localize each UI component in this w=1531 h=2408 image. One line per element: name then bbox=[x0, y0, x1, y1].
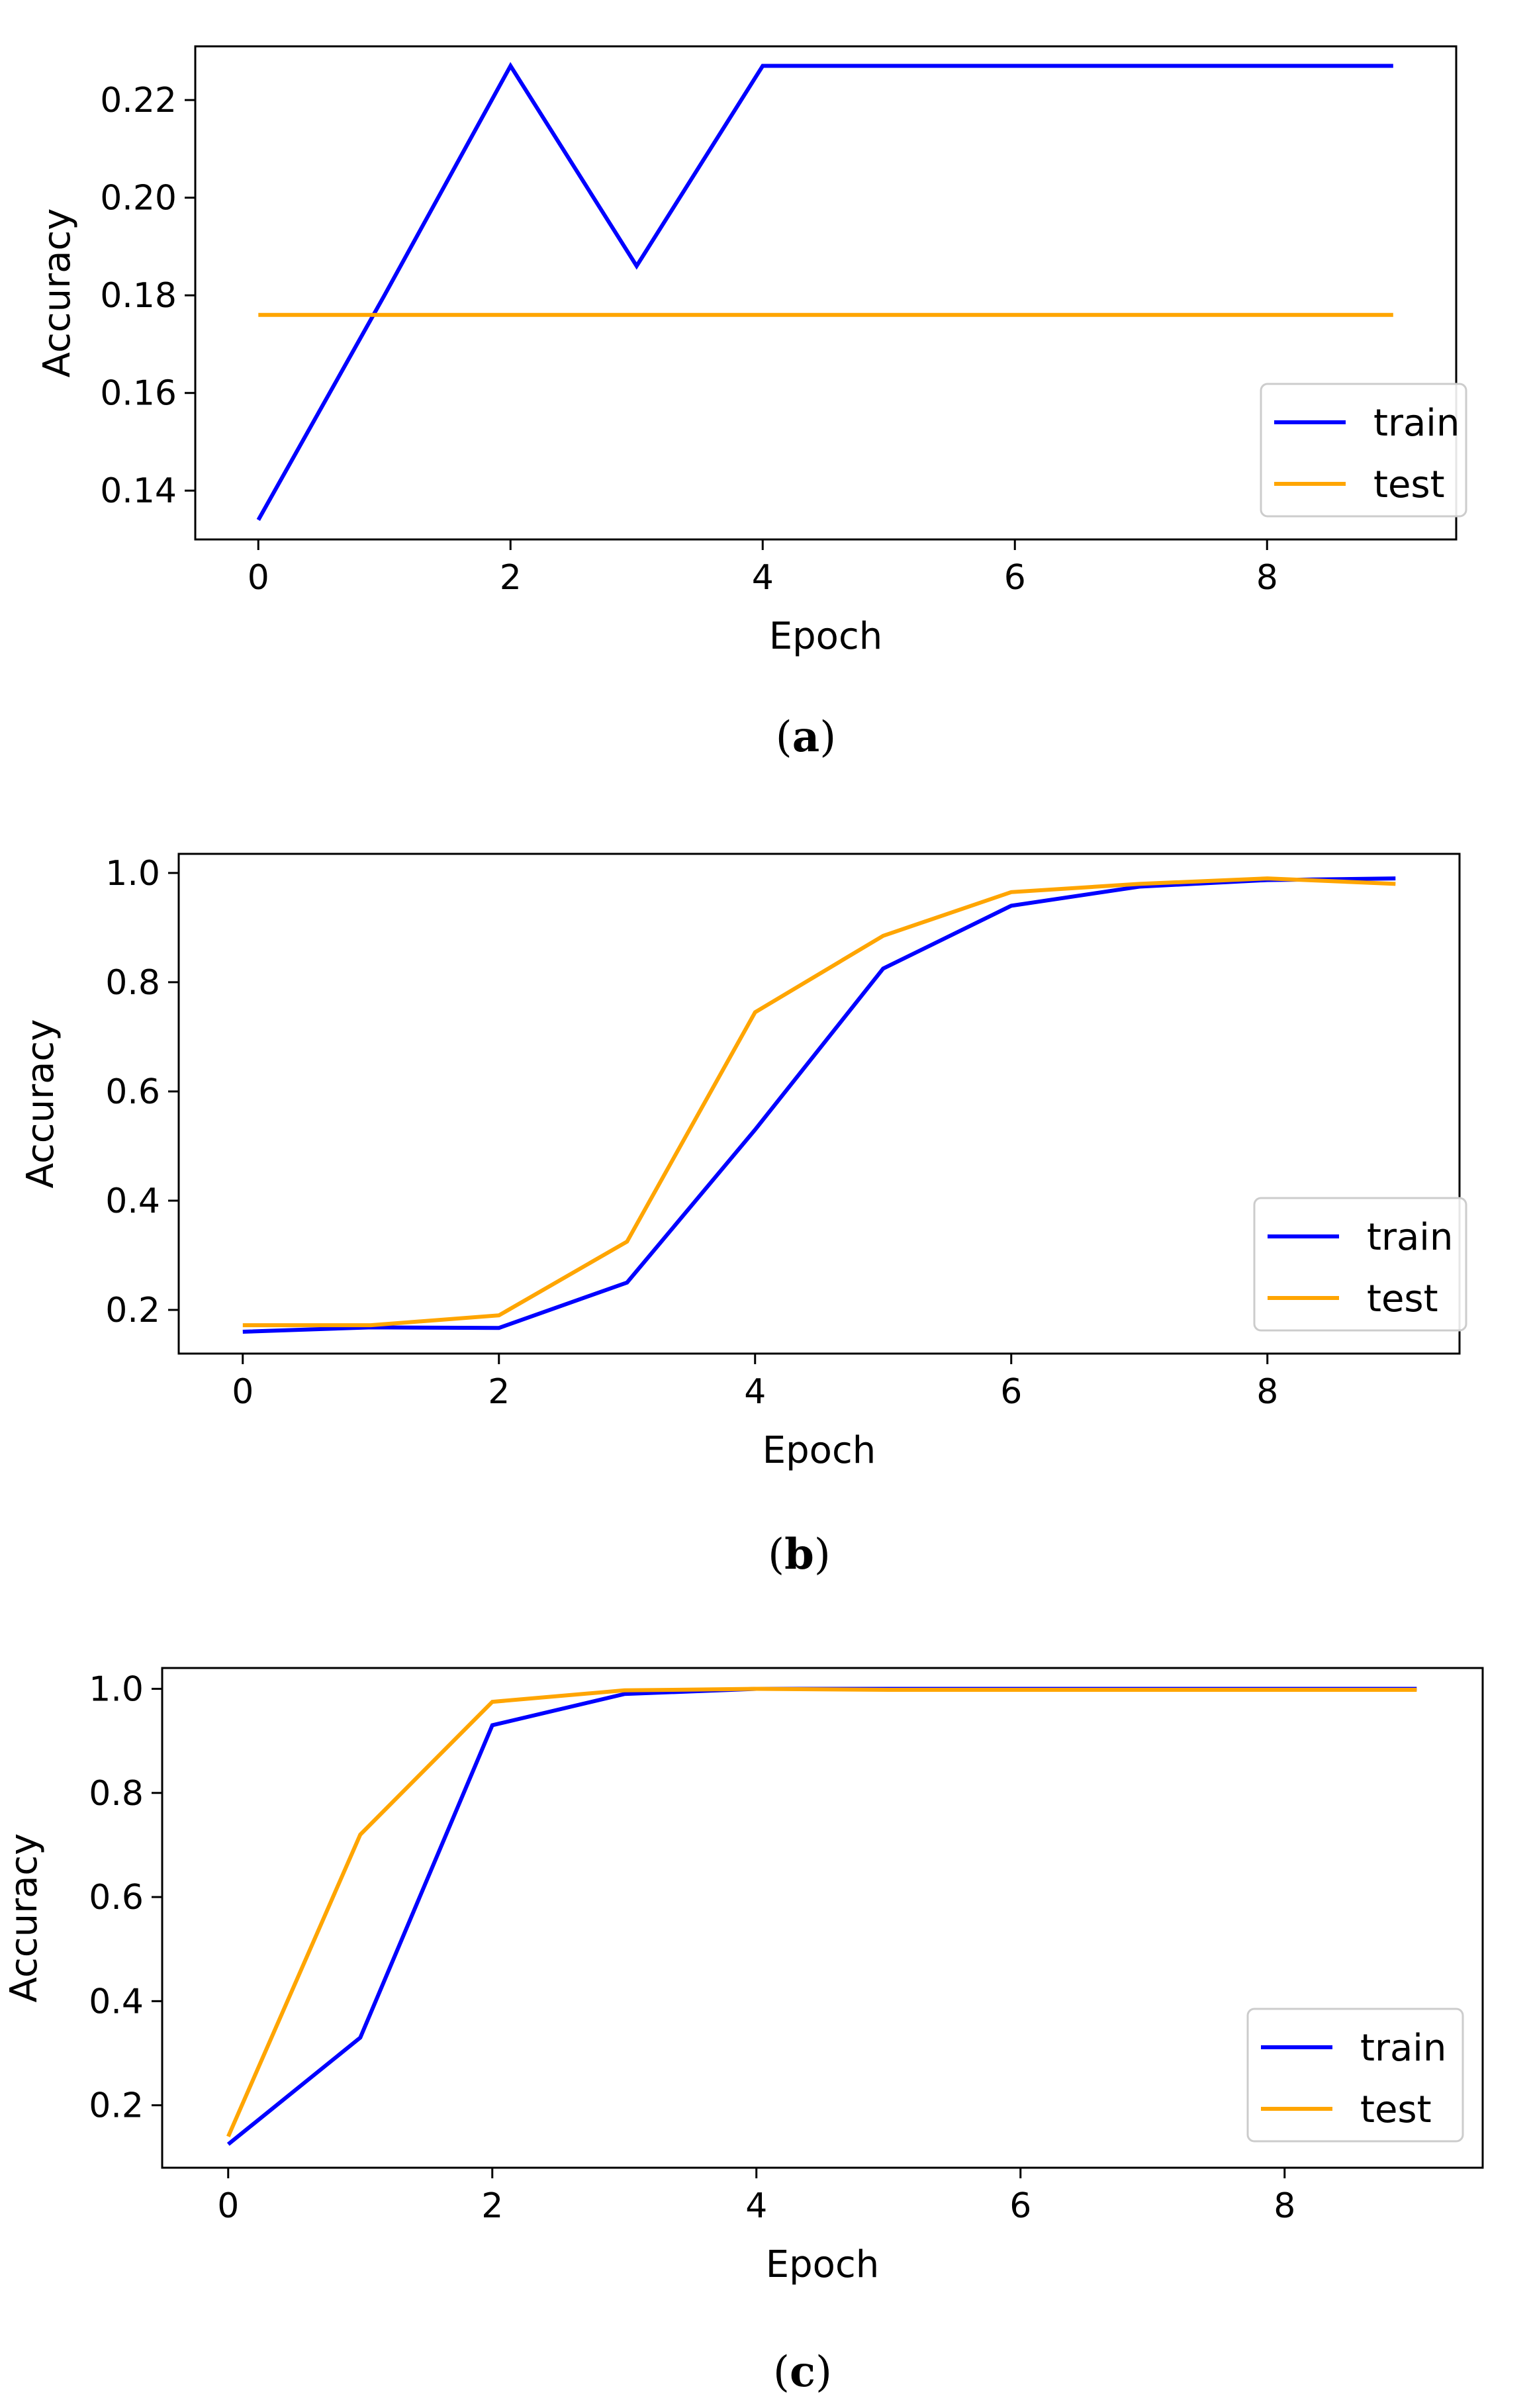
caption-letter: c bbox=[790, 2347, 815, 2397]
legend-label-train: train bbox=[1373, 402, 1460, 445]
x-tick-label: 4 bbox=[752, 558, 774, 598]
x-axis-label: Epoch bbox=[763, 1429, 876, 1472]
y-tick-label: 0.16 bbox=[100, 374, 177, 414]
x-tick-label: 4 bbox=[745, 2186, 767, 2226]
plot-frame bbox=[177, 853, 1461, 1355]
x-tick-label: 0 bbox=[232, 1372, 254, 1412]
legend: train test bbox=[1253, 1197, 1467, 1332]
y-tick-label: 0.4 bbox=[105, 1181, 160, 1221]
series-line-test bbox=[242, 876, 1396, 1328]
y-tick-label: 0.4 bbox=[89, 1982, 144, 2021]
x-tick-label: 6 bbox=[1009, 2186, 1031, 2226]
x-axis-label: Epoch bbox=[769, 615, 882, 658]
legend-label-train: train bbox=[1367, 1216, 1453, 1259]
x-tick-label: 8 bbox=[1274, 2186, 1295, 2226]
caption-paren-open: ( bbox=[768, 1530, 784, 1579]
series-line-train bbox=[242, 876, 1396, 1334]
legend: train test bbox=[1246, 2008, 1464, 2143]
y-tick-label: 0.8 bbox=[105, 963, 160, 1003]
x-axis-label: Epoch bbox=[766, 2243, 879, 2286]
x-tick-label: 8 bbox=[1256, 1372, 1278, 1412]
caption-letter: a bbox=[792, 712, 819, 762]
chart-panel-a: 0 2 4 6 8 0.14 0.16 0.18 0.20 0.22 Epoch Accuracy tr… bbox=[36, 45, 1467, 762]
panel-caption: (a) bbox=[776, 712, 836, 762]
caption-paren-open: ( bbox=[773, 2348, 790, 2397]
series-line-train bbox=[256, 62, 1393, 521]
x-tick-label: 0 bbox=[248, 558, 269, 598]
y-axis-label: Accuracy bbox=[19, 1019, 62, 1189]
legend-label-test: test bbox=[1367, 1277, 1438, 1320]
x-tick-label: 2 bbox=[488, 1372, 510, 1412]
x-tick-label: 6 bbox=[1004, 558, 1026, 598]
y-tick-label: 0.2 bbox=[105, 1291, 160, 1330]
plot-frame bbox=[194, 45, 1458, 541]
caption-paren-close: ) bbox=[819, 713, 836, 762]
x-tick-label: 6 bbox=[1000, 1372, 1022, 1412]
series-line-train bbox=[226, 1687, 1417, 2146]
y-tick-label: 0.8 bbox=[89, 1774, 144, 1814]
legend-label-train: train bbox=[1360, 2027, 1446, 2070]
legend: train test bbox=[1260, 383, 1467, 518]
y-tick-label: 0.18 bbox=[100, 276, 177, 316]
caption-paren-open: ( bbox=[776, 713, 792, 762]
caption-letter: b bbox=[784, 1530, 814, 1579]
panel-caption: (c) bbox=[773, 2347, 832, 2397]
series-line-test bbox=[226, 1687, 1417, 2138]
y-tick-label: 0.22 bbox=[100, 81, 177, 120]
caption-paren-close: ) bbox=[814, 1530, 831, 1579]
chart-panel-b: 0 2 4 6 8 0.2 0.4 0.6 0.8 1.0 Epoch Accuracy train te… bbox=[19, 853, 1467, 1579]
y-tick-label: 1.0 bbox=[89, 1669, 144, 1709]
legend-label-test: test bbox=[1360, 2088, 1432, 2131]
y-tick-label: 0.2 bbox=[89, 2086, 144, 2126]
x-tick-label: 8 bbox=[1256, 558, 1278, 598]
y-tick-label: 0.20 bbox=[100, 179, 177, 218]
x-tick-label: 0 bbox=[217, 2186, 239, 2226]
y-tick-label: 0.6 bbox=[105, 1072, 160, 1112]
y-axis-label: Accuracy bbox=[3, 1833, 46, 2003]
plot-frame bbox=[161, 1667, 1484, 2169]
legend-label-test: test bbox=[1373, 463, 1445, 506]
chart-panel-c: 0 2 4 6 8 0.2 0.4 0.6 0.8 1.0 Epoch Accuracy train te… bbox=[3, 1667, 1484, 2397]
y-tick-label: 0.6 bbox=[89, 1878, 144, 1918]
y-tick-label: 0.14 bbox=[100, 471, 177, 511]
x-tick-label: 4 bbox=[744, 1372, 766, 1412]
x-tick-label: 2 bbox=[481, 2186, 503, 2226]
y-tick-label: 1.0 bbox=[105, 854, 160, 894]
y-axis-label: Accuracy bbox=[36, 208, 79, 378]
panel-caption: (b) bbox=[768, 1530, 831, 1579]
x-tick-label: 2 bbox=[500, 558, 522, 598]
caption-paren-close: ) bbox=[815, 2348, 832, 2397]
